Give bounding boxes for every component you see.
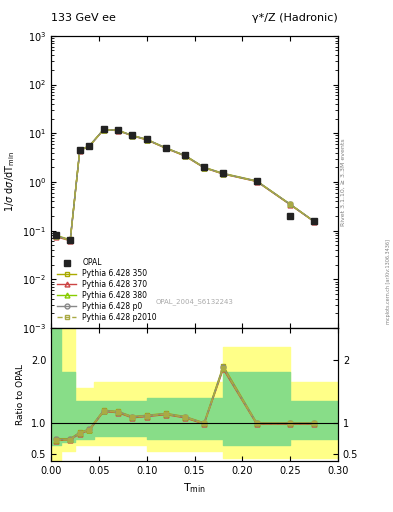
Text: γ*/Z (Hadronic): γ*/Z (Hadronic) bbox=[252, 13, 338, 23]
Y-axis label: Rivet 3.1.10, ≥ 3.3M events: Rivet 3.1.10, ≥ 3.3M events bbox=[341, 138, 346, 226]
Text: mcplots.cern.ch [arXiv:1306.3436]: mcplots.cern.ch [arXiv:1306.3436] bbox=[386, 239, 391, 324]
Y-axis label: 1/$\sigma$ d$\sigma$/dT$_{\rm min}$: 1/$\sigma$ d$\sigma$/dT$_{\rm min}$ bbox=[3, 152, 17, 212]
X-axis label: T$_{\rm min}$: T$_{\rm min}$ bbox=[183, 481, 206, 495]
Text: OPAL_2004_S6132243: OPAL_2004_S6132243 bbox=[156, 298, 233, 305]
Legend: OPAL, Pythia 6.428 350, Pythia 6.428 370, Pythia 6.428 380, Pythia 6.428 p0, Pyt: OPAL, Pythia 6.428 350, Pythia 6.428 370… bbox=[55, 256, 159, 324]
Y-axis label: Ratio to OPAL: Ratio to OPAL bbox=[16, 364, 25, 425]
Text: 133 GeV ee: 133 GeV ee bbox=[51, 13, 116, 23]
